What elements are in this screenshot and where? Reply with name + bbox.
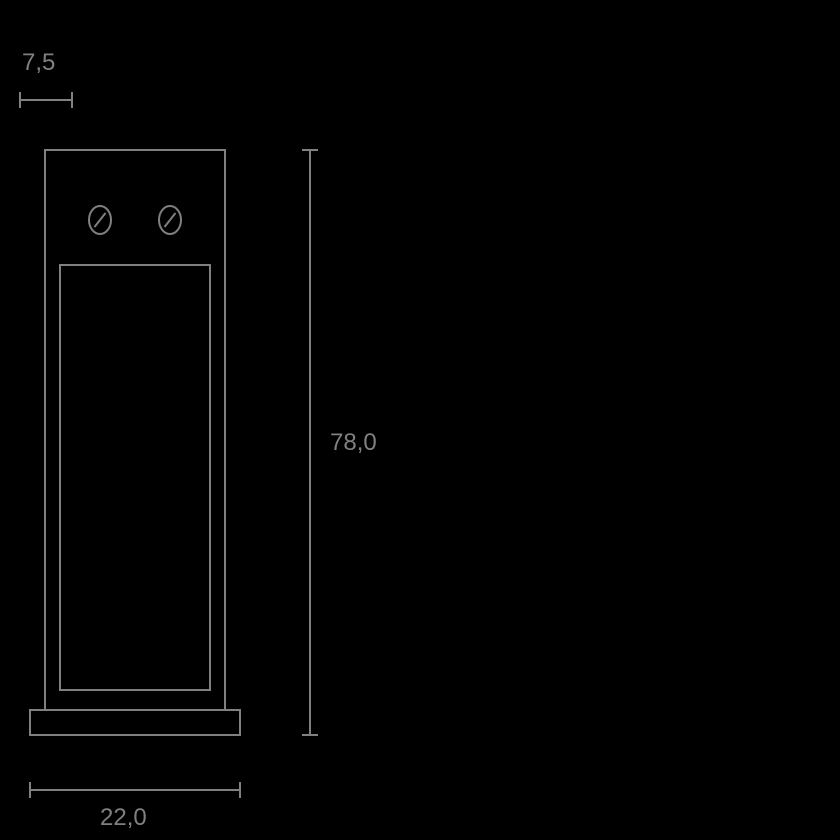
hole-left-mark <box>95 213 106 227</box>
dimension-width-label: 22,0 <box>100 804 147 831</box>
dimension-height: 78,0 <box>302 150 377 735</box>
dimension-top: 7,5 <box>20 49 72 108</box>
dimension-height-label: 78,0 <box>330 429 377 456</box>
technical-drawing: 7,5 78,0 22,0 <box>0 0 840 840</box>
dimension-width: 22,0 <box>30 782 240 831</box>
outer-panel <box>45 150 225 710</box>
dimension-top-label: 7,5 <box>22 49 55 76</box>
hole-right-mark <box>165 213 176 227</box>
inner-panel <box>60 265 210 690</box>
base-plate <box>30 710 240 735</box>
